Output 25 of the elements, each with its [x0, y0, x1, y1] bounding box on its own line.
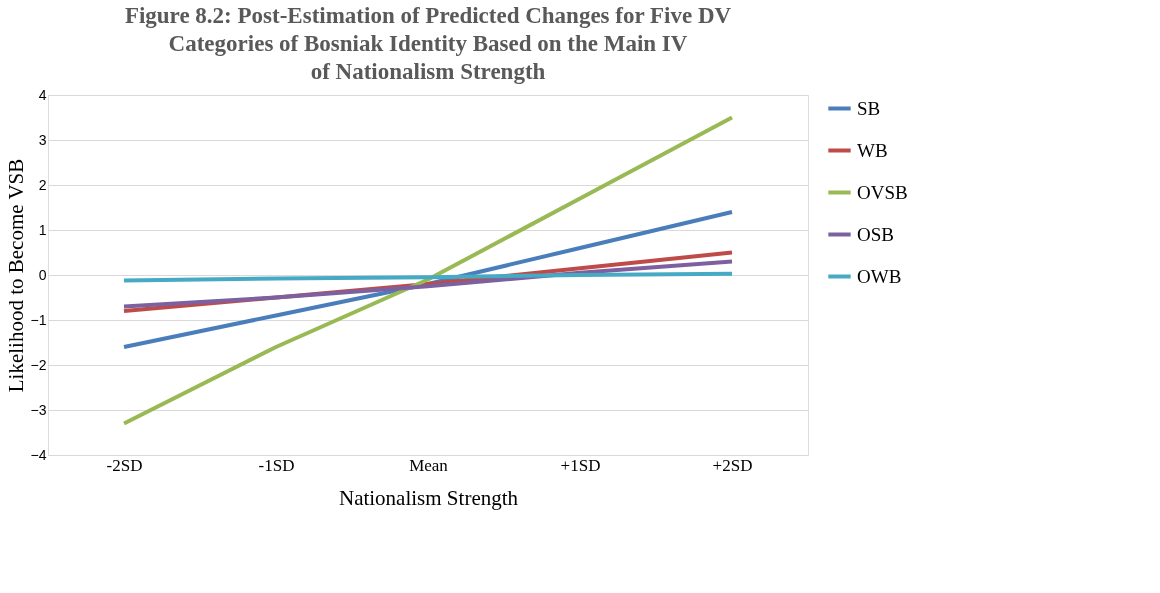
x-tick-label: -1SD	[258, 455, 295, 475]
y-tick-label: −4	[30, 446, 47, 463]
x-axis-title: Nationalism Strength	[338, 485, 519, 510]
legend-label: OWB	[857, 265, 902, 287]
y-tick-label: 0	[38, 266, 47, 283]
y-tick-label: 1	[38, 221, 47, 238]
legend-label: OVSB	[857, 181, 908, 203]
x-tick-label: +1SD	[560, 455, 601, 475]
legend-label: WB	[857, 139, 888, 161]
legend-label: SB	[857, 97, 881, 119]
y-tick-label: 2	[38, 176, 47, 193]
legend-label: OSB	[857, 223, 894, 245]
y-axis-title: Likelihood to Become VSB	[3, 158, 28, 393]
x-tick-label: Mean	[409, 455, 449, 475]
chart-title: Figure 8.2: Post-Estimation of Predicted Changes for Five DV Categories of Bosniak Identity Based on the Main IV of Nationalism Strength	[124, 3, 732, 84]
y-tick-label: 4	[38, 86, 47, 103]
y-tick-label: −1	[30, 311, 47, 328]
y-tick-label: 3	[38, 131, 47, 148]
line-series	[122, 271, 734, 283]
x-tick-label: +2SD	[712, 455, 753, 475]
x-tick-label: -2SD	[106, 455, 143, 475]
line-series	[122, 115, 734, 426]
y-tick-label: −2	[30, 356, 47, 373]
y-tick-label: −3	[30, 401, 47, 418]
line-series	[122, 259, 734, 309]
